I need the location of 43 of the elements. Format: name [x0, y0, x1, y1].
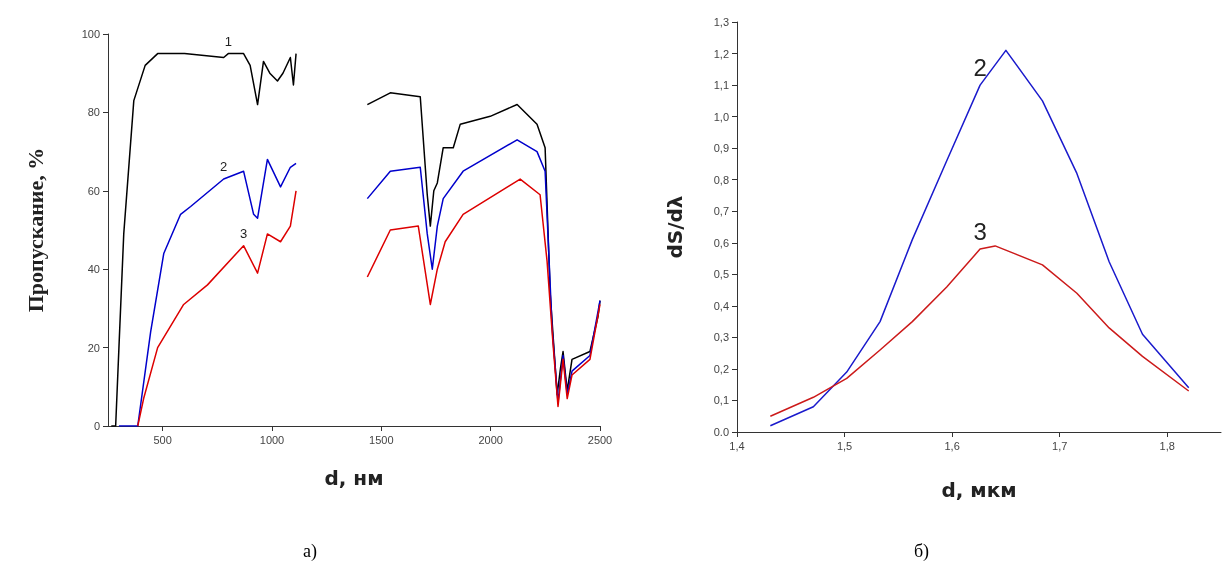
y-tick-label: 0,1 — [713, 394, 729, 407]
y-tick-label: 100 — [81, 28, 100, 40]
text: а) — [303, 541, 317, 562]
y-tick-label: 1,0 — [713, 110, 729, 123]
y-tick-label: 0,2 — [713, 362, 729, 375]
y-tick-label: 0,9 — [713, 142, 729, 155]
line-series — [769, 245, 1190, 417]
y-tick-label: 0,3 — [713, 331, 729, 344]
text: б) — [913, 541, 930, 562]
y-tick-label: 0,4 — [713, 299, 729, 312]
y-tick-label: 0,6 — [713, 236, 729, 249]
line-series — [769, 49, 1190, 427]
y-tick-label: 0.0 — [713, 426, 729, 438]
series-label: 3 — [239, 225, 248, 241]
x-axis-title: d, мкм — [941, 478, 1017, 502]
y-tick-label: 60 — [87, 184, 100, 197]
y-axis-title: dS/dλ — [663, 195, 687, 259]
x-tick-label: 1000 — [259, 433, 285, 446]
x-axis-title: d, нм — [324, 466, 384, 490]
y-tick-label: 1,1 — [713, 79, 729, 92]
y-tick-label: 1,3 — [713, 16, 729, 28]
x-tick-label: 1,4 — [729, 439, 745, 452]
x-tick-label: 500 — [153, 433, 172, 446]
series-label: 2 — [973, 53, 987, 81]
y-tick-label: 0,5 — [713, 268, 729, 281]
series-label: 2 — [220, 159, 228, 175]
x-tick-label: 2500 — [587, 433, 613, 446]
x-tick-label: 1500 — [369, 433, 394, 446]
series-label: 3 — [973, 217, 987, 245]
y-axis-title: Пропускание, % — [22, 147, 48, 313]
y-tick-label: 0 — [93, 420, 100, 432]
y-tick-label: 80 — [87, 106, 100, 119]
y-tick-label: 40 — [87, 263, 100, 276]
y-tick-label: 1,2 — [713, 47, 729, 60]
x-tick-label: 1,7 — [1052, 439, 1068, 452]
series-label: 1 — [224, 33, 232, 49]
x-tick-label: 1,5 — [836, 439, 853, 452]
y-tick-label: 0,8 — [713, 173, 729, 186]
x-tick-label: 1,8 — [1159, 439, 1175, 452]
x-tick-label: 1,6 — [944, 439, 960, 452]
x-tick-label: 2000 — [478, 433, 503, 446]
y-tick-label: 0,7 — [713, 205, 729, 218]
y-tick-label: 20 — [87, 341, 100, 354]
